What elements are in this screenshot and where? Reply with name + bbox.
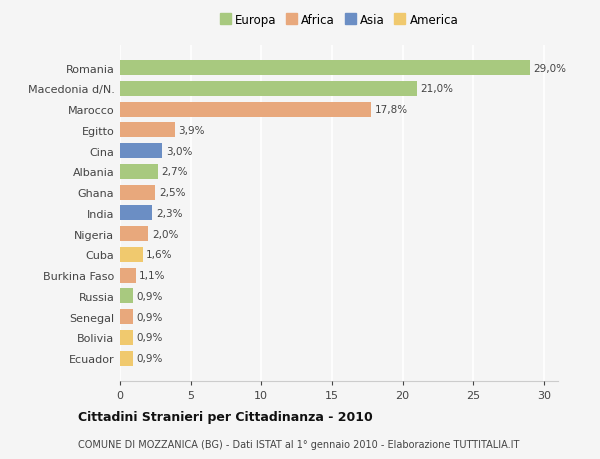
Bar bbox=[120, 247, 143, 262]
Bar bbox=[120, 82, 417, 97]
Bar bbox=[120, 351, 133, 366]
Text: 1,1%: 1,1% bbox=[139, 270, 166, 280]
Text: 3,0%: 3,0% bbox=[166, 146, 192, 157]
Text: 2,0%: 2,0% bbox=[152, 229, 178, 239]
Text: 17,8%: 17,8% bbox=[375, 105, 408, 115]
Bar bbox=[120, 102, 371, 118]
Text: 2,3%: 2,3% bbox=[156, 208, 182, 218]
Legend: Europa, Africa, Asia, America: Europa, Africa, Asia, America bbox=[217, 11, 461, 29]
Bar bbox=[120, 61, 530, 76]
Text: 21,0%: 21,0% bbox=[420, 84, 453, 94]
Text: 0,9%: 0,9% bbox=[136, 291, 163, 301]
Bar bbox=[120, 289, 133, 304]
Text: 2,5%: 2,5% bbox=[159, 188, 185, 198]
Text: 0,9%: 0,9% bbox=[136, 333, 163, 342]
Bar bbox=[120, 123, 175, 138]
Text: 3,9%: 3,9% bbox=[179, 126, 205, 136]
Bar bbox=[120, 309, 133, 325]
Bar bbox=[120, 165, 158, 179]
Bar bbox=[120, 227, 148, 241]
Text: 2,7%: 2,7% bbox=[161, 167, 188, 177]
Text: 0,9%: 0,9% bbox=[136, 312, 163, 322]
Text: 1,6%: 1,6% bbox=[146, 250, 173, 260]
Text: 0,9%: 0,9% bbox=[136, 353, 163, 363]
Bar bbox=[120, 206, 152, 221]
Bar bbox=[120, 144, 163, 159]
Text: 29,0%: 29,0% bbox=[533, 64, 566, 73]
Text: COMUNE DI MOZZANICA (BG) - Dati ISTAT al 1° gennaio 2010 - Elaborazione TUTTITAL: COMUNE DI MOZZANICA (BG) - Dati ISTAT al… bbox=[78, 440, 520, 449]
Bar bbox=[120, 185, 155, 200]
Bar bbox=[120, 268, 136, 283]
Bar bbox=[120, 330, 133, 345]
Text: Cittadini Stranieri per Cittadinanza - 2010: Cittadini Stranieri per Cittadinanza - 2… bbox=[78, 410, 373, 423]
